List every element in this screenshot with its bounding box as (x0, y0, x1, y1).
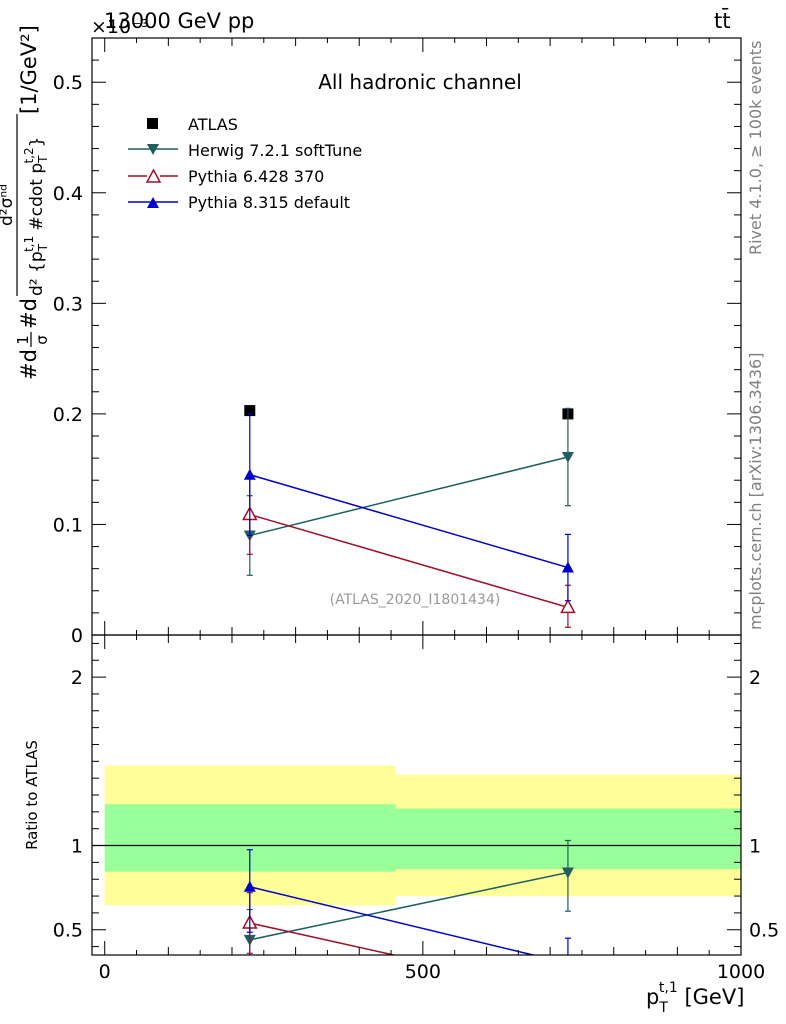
main-line-pythia-8-315-default (249, 473, 569, 569)
energy-label: 13000 GeV pp (104, 9, 254, 33)
legend-label-pythia8: Pythia 8.315 default (188, 193, 350, 212)
main-ytick-label: 0.2 (53, 404, 83, 426)
main-point-pythia-6-428-370-1 (560, 598, 576, 614)
main-ytick-label: 0.5 (53, 72, 83, 94)
main-point-pythia-8-315-default-1 (561, 561, 574, 573)
legend-label-pythia6: Pythia 6.428 370 (188, 167, 324, 186)
ratio-xtick-label: 1000 (717, 961, 765, 983)
ratio-line-pythia-6-428-370 (249, 922, 398, 955)
process-label: tt̄ (714, 8, 730, 33)
main-ytick-label: 0.4 (53, 183, 83, 205)
ylabel-frac2-num: d²σⁿᵈ (0, 184, 17, 226)
ylabel-pre: #d (17, 349, 41, 380)
legend-marker-pythia6 (145, 168, 162, 183)
ratio-xtick-label: 0 (99, 961, 111, 983)
main-line-pythia-6-428-370 (249, 513, 569, 609)
ratio-ytick-label-right: 1 (749, 836, 761, 858)
ylabel-frac1-num: 1 (14, 335, 32, 345)
main-ytick-label: 0 (71, 625, 83, 647)
main-line-herwig-7-2-1-softtune (249, 456, 569, 537)
ratio-y-axis-label: Ratio to ATLAS (23, 740, 41, 850)
ratio-ytick-label-left: 1 (71, 836, 83, 858)
legend-label-atlas: ATLAS (188, 115, 238, 134)
legend-label-herwig: Herwig 7.2.1 softTune (188, 141, 362, 160)
ratio-series-layer (242, 839, 574, 955)
ratio-ytick-label-left: 2 (71, 667, 83, 689)
axis-ticks (92, 37, 742, 955)
main-point-herwig-7-2-1-softtune-1 (561, 452, 574, 464)
ylabel-units: [1/GeV²] (17, 25, 41, 114)
main-y-axis-label: #d 1 σ #d d²σⁿᵈ d² {pTt,1 #cdot pTt,2} [… (0, 25, 51, 380)
main-series-layer (242, 405, 576, 628)
ratio-xtick-label: 500 (405, 961, 441, 983)
ratio-ytick-label-right: 0.5 (749, 920, 779, 942)
ylabel-frac2-den: d² {pTt,1 #cdot pTt,2} (22, 137, 50, 297)
ratio-point-pythia-8-315-default-0 (243, 880, 256, 892)
ratio-line-herwig-7-2-1-softtune (249, 871, 569, 941)
legend-marker-herwig (147, 144, 159, 155)
main-point-pythia-8-315-default-0 (243, 468, 256, 480)
legend-marker-atlas (147, 118, 158, 129)
ratio-ytick-label-left: 0.5 (53, 920, 83, 942)
ratio-ytick-label-right: 2 (749, 667, 761, 689)
ylabel-mid: #d (17, 298, 41, 329)
ratio-uncertainty-bands (92, 765, 741, 906)
rivet-label: Rivet 4.1.0, ≥ 100k events (746, 41, 765, 255)
legend: ATLAS Herwig 7.2.1 softTune Pythia 6.428… (128, 115, 362, 212)
mcplots-label: mcplots.cern.ch [arXiv:1306.3436] (746, 353, 765, 630)
legend-marker-pythia8 (147, 197, 159, 208)
axis-tick-labels: 0 0.1 0.2 0.3 0.4 0.5 0 500 1000 0.5 0.5 1 1 2 2 (53, 72, 779, 983)
analysis-tag: (ATLAS_2020_I1801434) (330, 592, 501, 608)
ylabel-frac1-den: σ (33, 335, 51, 345)
ratio-point-herwig-7-2-1-softtune-1 (561, 867, 574, 879)
main-ytick-label: 0.3 (53, 293, 83, 315)
main-ytick-label: 0.1 (53, 514, 83, 536)
ratio-line-pythia-8-315-default (249, 886, 537, 955)
x-axis-label: pTt,1 [GeV] (646, 980, 744, 1016)
svg-text:#d: #d (17, 349, 41, 380)
chart-title: All hadronic channel (318, 70, 522, 94)
main-point-atlas-0 (244, 405, 256, 417)
y-scale-exponent: ×10⁻³ (91, 16, 149, 38)
svg-text:pTt,1 [GeV]: pTt,1 [GeV] (646, 980, 744, 1016)
